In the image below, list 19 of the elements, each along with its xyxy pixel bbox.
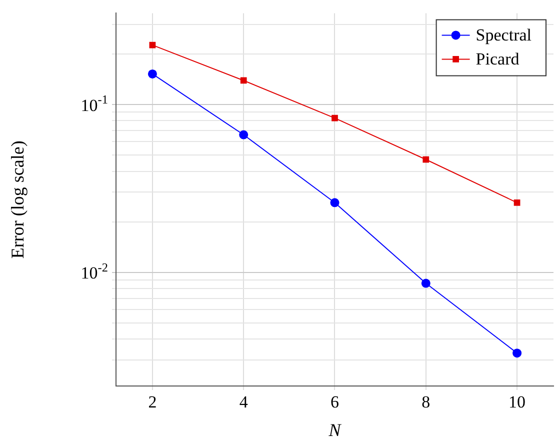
point (240, 77, 247, 84)
point (512, 348, 522, 358)
x-axis-title: N (328, 420, 342, 440)
x-tick-label: 2 (148, 392, 157, 412)
legend-label: Spectral (476, 26, 532, 45)
legend-label: Picard (476, 50, 520, 69)
y-axis-title: Error (log scale) (8, 140, 28, 259)
point (514, 199, 520, 206)
point (239, 130, 248, 140)
point (332, 114, 338, 122)
point (330, 198, 340, 208)
point (149, 42, 156, 48)
point (421, 278, 430, 288)
point (422, 156, 430, 163)
point (148, 69, 157, 78)
x-tick-label: 6 (330, 392, 339, 412)
x-tick-label: 10 (508, 392, 526, 412)
x-tick-label: 4 (239, 392, 248, 412)
x-tick-label: 8 (422, 392, 430, 412)
